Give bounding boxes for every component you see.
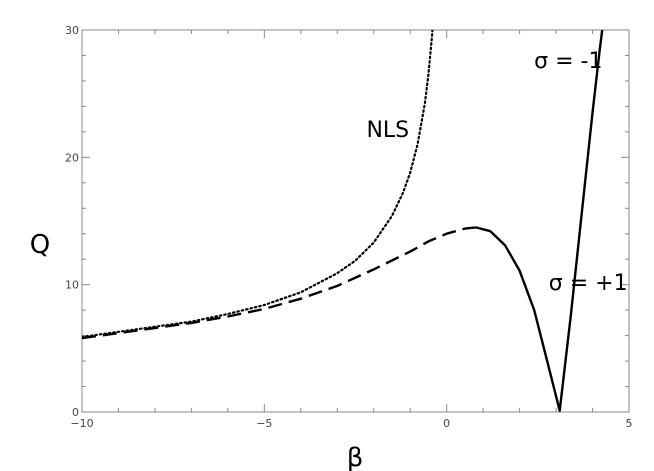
y-axis-title: Q (30, 230, 50, 260)
x-axis-title: β (347, 443, 364, 471)
y-tick-label: 20 (65, 151, 79, 164)
y-tick-label: 30 (65, 24, 79, 37)
series-line-dotted (82, 30, 434, 338)
annotation-label: σ = -1 (534, 49, 602, 74)
series-line-solid (475, 30, 604, 412)
y-tick-label: 10 (65, 279, 79, 292)
annotation-label: σ = +1 (549, 271, 628, 296)
annotation-label: NLS (366, 118, 409, 143)
series-line-dashed (82, 226, 476, 340)
y-tick-label: 0 (72, 406, 79, 419)
series-group (82, 30, 604, 412)
ticks: −10 −5 0 5 0 10 20 30 (65, 24, 633, 430)
annotations: NLS σ = +1 σ = -1 (366, 49, 627, 296)
x-tick-label: 0 (443, 417, 450, 430)
plot-frame (81, 29, 630, 413)
x-tick-label: 5 (626, 417, 633, 430)
x-tick-label: −10 (70, 417, 93, 430)
x-tick-label: −5 (256, 417, 272, 430)
